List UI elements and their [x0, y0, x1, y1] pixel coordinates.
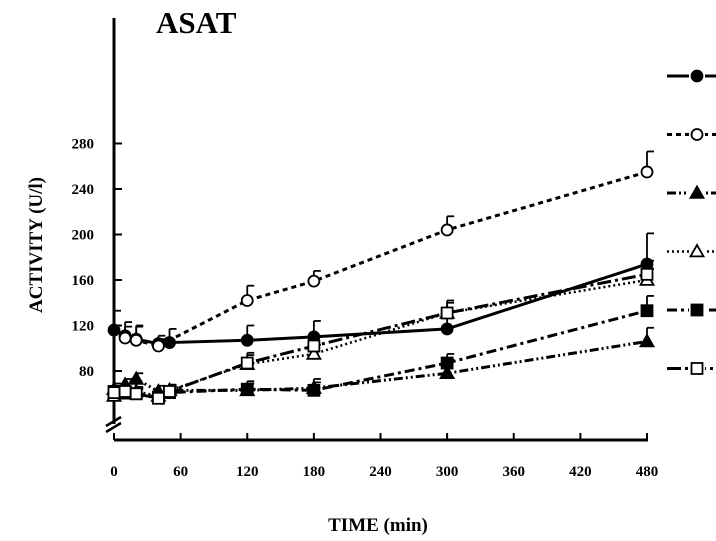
legend-marker-1: [690, 69, 704, 83]
series-2-point: [440, 223, 454, 237]
legend-marker-4: [688, 243, 706, 258]
y-tick-label: 80: [79, 364, 94, 380]
chart-title: ASAT: [156, 5, 237, 40]
series-1-point: [440, 322, 454, 336]
series-1-line: [113, 262, 648, 346]
series-6-point: [163, 385, 176, 398]
series-2-point: [152, 339, 165, 353]
x-axis-title: TIME (min): [328, 515, 428, 536]
x-tick-label: 60: [173, 464, 188, 480]
series-6-point: [640, 267, 654, 281]
x-tick-label: 180: [303, 464, 326, 480]
y-tick-label: 280: [72, 137, 95, 153]
y-tick-label: 120: [72, 319, 95, 335]
series-3-point: [439, 364, 456, 380]
series-6-point: [240, 356, 254, 370]
x-tick-label: 480: [636, 464, 659, 480]
x-tick-label: 420: [569, 464, 592, 480]
series-4-point: [305, 345, 322, 360]
y-axis-title: ACTIVITY (U/l): [26, 177, 47, 313]
series-5-point: [240, 382, 254, 396]
series-2-line: [124, 170, 648, 348]
series-4-line: [113, 278, 648, 398]
x-tick-label: 360: [503, 464, 526, 480]
series-1-point: [107, 323, 121, 337]
series-2-point: [118, 331, 132, 345]
legend-marker-6: [690, 362, 704, 375]
x-tick-label: 0: [110, 464, 118, 480]
series-2-point: [129, 333, 143, 347]
legend-marker-5: [690, 303, 704, 317]
series-1-point: [240, 333, 254, 347]
x-tick-label: 240: [369, 464, 392, 480]
series-5-line: [113, 309, 648, 399]
y-axis-break-mark: [105, 421, 122, 434]
y-axis-break-mark: [105, 415, 122, 428]
legend: [667, 68, 716, 377]
plot-area: 80 120 160 200 240 280 0 60 120 180 240 300 360 420 48…: [72, 18, 659, 480]
series-2-point: [640, 165, 654, 179]
series-2-point: [240, 294, 254, 307]
y-tick-label: 240: [72, 182, 95, 198]
series-6-point: [107, 386, 121, 400]
legend-marker-2: [690, 128, 704, 141]
series-6-point: [307, 339, 321, 353]
series-5-point: [440, 356, 454, 370]
series-2-point: [307, 274, 321, 288]
series-6-point: [118, 385, 132, 398]
series-6-point: [129, 387, 143, 401]
series-6-point: [152, 391, 165, 405]
series-6-point: [440, 306, 454, 320]
series-3-point: [638, 333, 656, 348]
series-5-point: [640, 304, 654, 318]
y-tick-label: 160: [72, 273, 95, 289]
series-5-point: [307, 383, 321, 397]
x-tick-label: 300: [436, 464, 459, 480]
y-tick-label: 200: [72, 228, 95, 244]
legend-marker-3: [688, 184, 706, 199]
x-tick-label: 120: [236, 464, 259, 480]
